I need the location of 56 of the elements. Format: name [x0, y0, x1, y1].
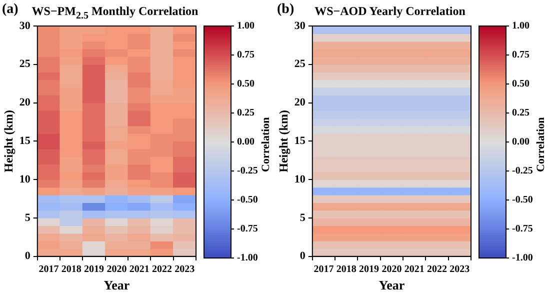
- color-bar-label: 0.75: [512, 50, 530, 61]
- y-tick-label: 30: [294, 20, 306, 32]
- color-bar-label: -0.75: [237, 224, 258, 235]
- y-tick-label: 30: [19, 20, 31, 32]
- color-bar-label: -0.75: [512, 224, 533, 235]
- color-bar-label: -0.50: [237, 194, 258, 206]
- x-tick-label: 2022: [152, 264, 172, 275]
- color-bar-label: -1.00: [512, 252, 533, 264]
- color-bar-label: 1.00: [237, 20, 254, 32]
- y-tick-label: 15: [294, 135, 306, 148]
- x-tick-label: 2021: [129, 264, 150, 275]
- y-tick-label: 25: [19, 58, 31, 70]
- color-bar-label: 0.25: [237, 108, 254, 119]
- y-axis-title: Height (km): [1, 110, 16, 172]
- y-axis-title: Height (km): [276, 110, 290, 172]
- color-bar-label: -0.50: [512, 194, 533, 206]
- color-bar-label: -1.00: [237, 252, 258, 264]
- y-tick-label: 20: [19, 96, 31, 109]
- chart-title: WS−AOD Yearly Correlation: [314, 4, 466, 19]
- y-tick-label: 10: [19, 173, 31, 186]
- y-tick-label: 0: [24, 250, 31, 262]
- text: (b): [277, 2, 294, 18]
- color-bar-label: 0.50: [237, 78, 254, 90]
- x-tick-label: 2023: [174, 264, 195, 275]
- y-tick-label: 5: [24, 212, 31, 224]
- x-tick-label: 2023: [450, 264, 470, 275]
- x-tick-label: 2017: [38, 264, 59, 275]
- x-tick-label: 2020: [106, 264, 127, 275]
- x-axis-title: Year: [104, 278, 130, 293]
- color-bar-label: -0.25: [237, 166, 258, 177]
- color-bar-label: 0.00: [237, 136, 254, 148]
- x-axis-title: Year: [378, 278, 405, 293]
- color-bar-label: 0.50: [512, 78, 530, 90]
- x-tick-label: 2021: [404, 264, 424, 275]
- x-tick-label: 2018: [336, 264, 356, 275]
- color-bar-title: Correlation: [535, 116, 548, 174]
- color-bar-title: Correlation: [260, 116, 273, 174]
- color-bar-label: 1.00: [512, 20, 530, 32]
- x-tick-label: 2022: [427, 264, 448, 275]
- color-bar-label: 0.75: [237, 50, 254, 61]
- x-tick-label: 2019: [359, 264, 380, 275]
- y-tick-label: 25: [294, 58, 306, 70]
- y-tick-label: 10: [294, 173, 306, 186]
- text: (a): [2, 2, 18, 18]
- color-bar-label: 0.25: [512, 108, 530, 119]
- color-bar-label: 0.00: [512, 136, 530, 148]
- x-tick-label: 2017: [314, 264, 334, 275]
- color-bar-label: -0.25: [512, 166, 533, 177]
- y-tick-label: 15: [19, 135, 31, 148]
- y-tick-label: 20: [294, 96, 306, 109]
- x-tick-label: 2019: [84, 264, 104, 275]
- x-tick-label: 2020: [382, 264, 402, 275]
- y-tick-label: 5: [300, 212, 306, 224]
- y-tick-label: 0: [300, 250, 306, 262]
- x-tick-label: 2018: [61, 264, 82, 275]
- chart-title: WS−PM$_{2.5}$ Monthly Correlation: [30, 4, 200, 22]
